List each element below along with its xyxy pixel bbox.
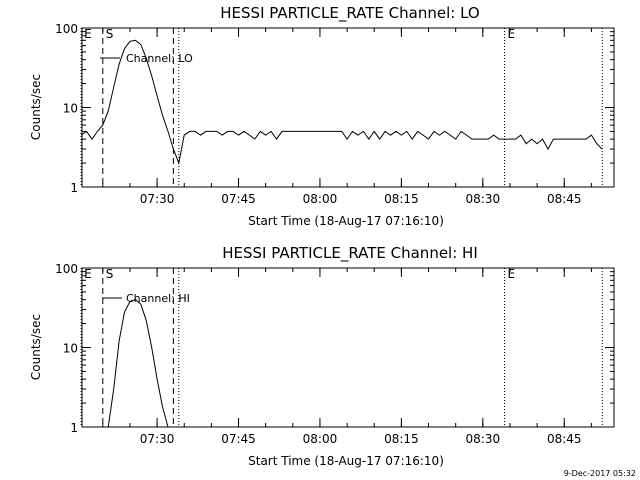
y-tick-label-hi-0: 1 [70,421,78,435]
legend-label-lo: Channel: LO [126,52,193,65]
x-tick-label-hi-3: 08:15 [384,432,419,446]
y-tick-label-hi-2: 100 [55,262,78,276]
x-tick-label-lo-1: 07:45 [221,192,256,206]
x-tick-label-lo-3: 08:15 [384,192,419,206]
x-tick-label-lo-2: 08:00 [303,192,338,206]
x-tick-label-hi-5: 08:45 [547,432,582,446]
footer-timestamp: 9-Dec-2017 05:32 [564,469,636,478]
y-axis-label-hi: Counts/sec [29,314,43,380]
marker-label-hi-4: E [508,267,516,281]
y-tick-label-lo-0: 1 [70,181,78,195]
x-tick-label-hi-0: 07:30 [140,432,175,446]
chart-title-hi: HESSI PARTICLE_RATE Channel: HI [222,244,478,263]
y-tick-label-lo-1: 10 [63,102,78,116]
x-tick-label-hi-1: 07:45 [221,432,256,446]
x-tick-label-hi-2: 08:00 [303,432,338,446]
x-tick-label-lo-4: 08:30 [466,192,501,206]
marker-label-hi-1: S [106,267,114,281]
x-tick-label-lo-5: 08:45 [547,192,582,206]
marker-label-hi-0: E [84,267,92,281]
x-tick-label-lo-0: 07:30 [140,192,175,206]
y-axis-label-lo: Counts/sec [29,74,43,140]
x-axis-label-hi: Start Time (18-Aug-17 07:16:10) [248,454,444,468]
y-tick-label-hi-1: 10 [63,342,78,356]
marker-label-lo-4: E [508,27,516,41]
series-line-lo-0 [80,39,603,165]
legend-lo: Channel: LO [100,52,193,65]
chart-title-lo: HESSI PARTICLE_RATE Channel: LO [220,4,479,23]
legend-hi: Channel: HI [102,292,190,305]
legend-label-hi: Channel: HI [126,292,190,305]
x-axis-label-lo: Start Time (18-Aug-17 07:16:10) [248,214,444,228]
marker-label-lo-0: E [84,27,92,41]
x-tick-label-hi-4: 08:30 [466,432,501,446]
y-tick-label-lo-2: 100 [55,22,78,36]
marker-label-lo-1: S [106,27,114,41]
series-line-hi-0 [107,299,169,428]
